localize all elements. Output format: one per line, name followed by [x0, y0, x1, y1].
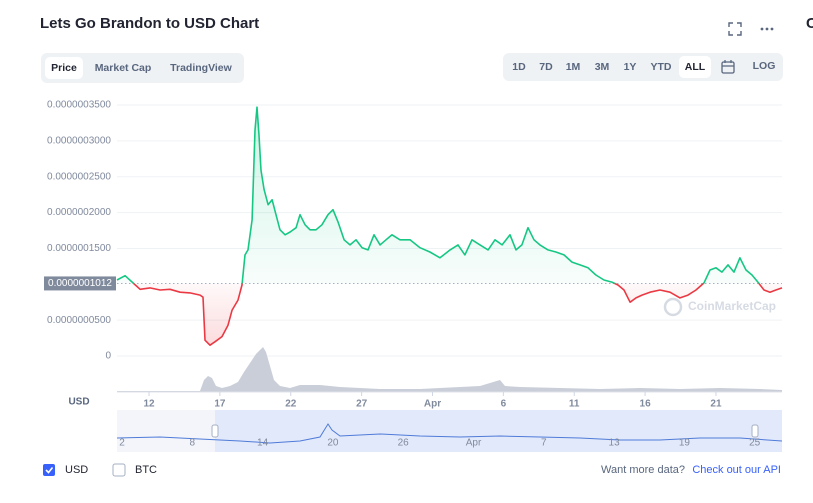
navigator-handle[interactable] [211, 424, 219, 438]
legend-label[interactable]: BTC [135, 464, 157, 476]
navigator-tick-label: 20 [327, 438, 339, 449]
navigator-tick-label: 14 [257, 438, 269, 449]
current-price-label: 0.0000001012 [48, 278, 112, 289]
range-button[interactable]: ALL [685, 61, 706, 73]
chart-title: Lets Go Brandon to USD Chart [40, 15, 259, 32]
x-tick-label: 17 [214, 399, 226, 410]
grid [117, 104, 782, 357]
tab[interactable]: Price [51, 62, 77, 74]
checkbox[interactable] [112, 463, 126, 477]
more-icon[interactable] [760, 27, 774, 31]
tab[interactable]: TradingView [170, 62, 232, 74]
navigator-handle[interactable] [751, 424, 759, 438]
range-button[interactable]: 1M [566, 61, 581, 73]
price-area [117, 107, 782, 346]
footer-prompt: Want more data? [601, 464, 685, 476]
range-selected [679, 56, 711, 78]
tab-bar [41, 53, 244, 83]
range-button[interactable]: 3M [595, 61, 610, 73]
tab-selected [45, 57, 83, 79]
watermark: CoinMarketCap [663, 297, 776, 317]
range-button[interactable]: 1D [512, 61, 526, 73]
check-mark [45, 467, 54, 474]
navigator-ticks: 2 8 14 20 26 Apr 7 13 19 25 [119, 438, 760, 449]
tab[interactable]: Market Cap [95, 62, 152, 74]
x-tick-label: Apr [424, 399, 441, 410]
price-line [116, 106, 783, 346]
checkbox-checked[interactable] [43, 464, 55, 476]
navigator-tick-label: 2 [119, 438, 125, 449]
legend-label[interactable]: USD [65, 464, 88, 476]
x-tick-label: 21 [710, 399, 722, 410]
y-tick-label: 0.0000003500 [47, 100, 111, 111]
range-button[interactable]: 7D [539, 61, 553, 73]
y-tick-label: 0.0000003000 [47, 136, 111, 147]
navigator-tick-label: 7 [541, 438, 547, 449]
navigator-tick-label: 25 [749, 438, 761, 449]
y-tick-label: 0 [105, 351, 111, 362]
range-bar [503, 53, 783, 81]
navigator-selection[interactable] [215, 410, 782, 452]
navigator-line [116, 423, 783, 444]
x-tick-label: 27 [356, 399, 368, 410]
navigator-tick-label: 26 [398, 438, 410, 449]
y-tick-label: 0.0000000500 [47, 315, 111, 326]
log-button[interactable]: LOG [753, 60, 776, 72]
y-tick-label: 0.0000001500 [47, 243, 111, 254]
watermark-text: CoinMarketCap [688, 299, 776, 313]
volume-bars [117, 347, 782, 392]
current-price-box [44, 276, 116, 291]
x-tick-label: 6 [501, 399, 507, 410]
x-tick-label: 22 [285, 399, 297, 410]
calendar-icon[interactable] [721, 60, 735, 74]
x-tick-label: 11 [569, 399, 580, 410]
range-button[interactable]: 1Y [624, 61, 637, 73]
navigator-tick-label: 8 [190, 438, 196, 449]
api-link[interactable]: Check out our API [692, 464, 781, 476]
navigator-tick-label: Apr [466, 438, 482, 449]
fullscreen-icon[interactable] [728, 22, 742, 36]
x-tick-label: 16 [640, 399, 652, 410]
navigator-tick-label: 13 [609, 438, 621, 449]
y-axis-label: USD [68, 397, 89, 408]
y-tick-label: 0.0000002500 [47, 171, 111, 182]
range-button[interactable]: YTD [651, 61, 672, 73]
y-tick-label: 0.0000002000 [47, 207, 111, 218]
navigator-tick-label: 19 [679, 438, 691, 449]
side-heading: C [806, 15, 813, 32]
x-tick-label: 12 [143, 399, 155, 410]
